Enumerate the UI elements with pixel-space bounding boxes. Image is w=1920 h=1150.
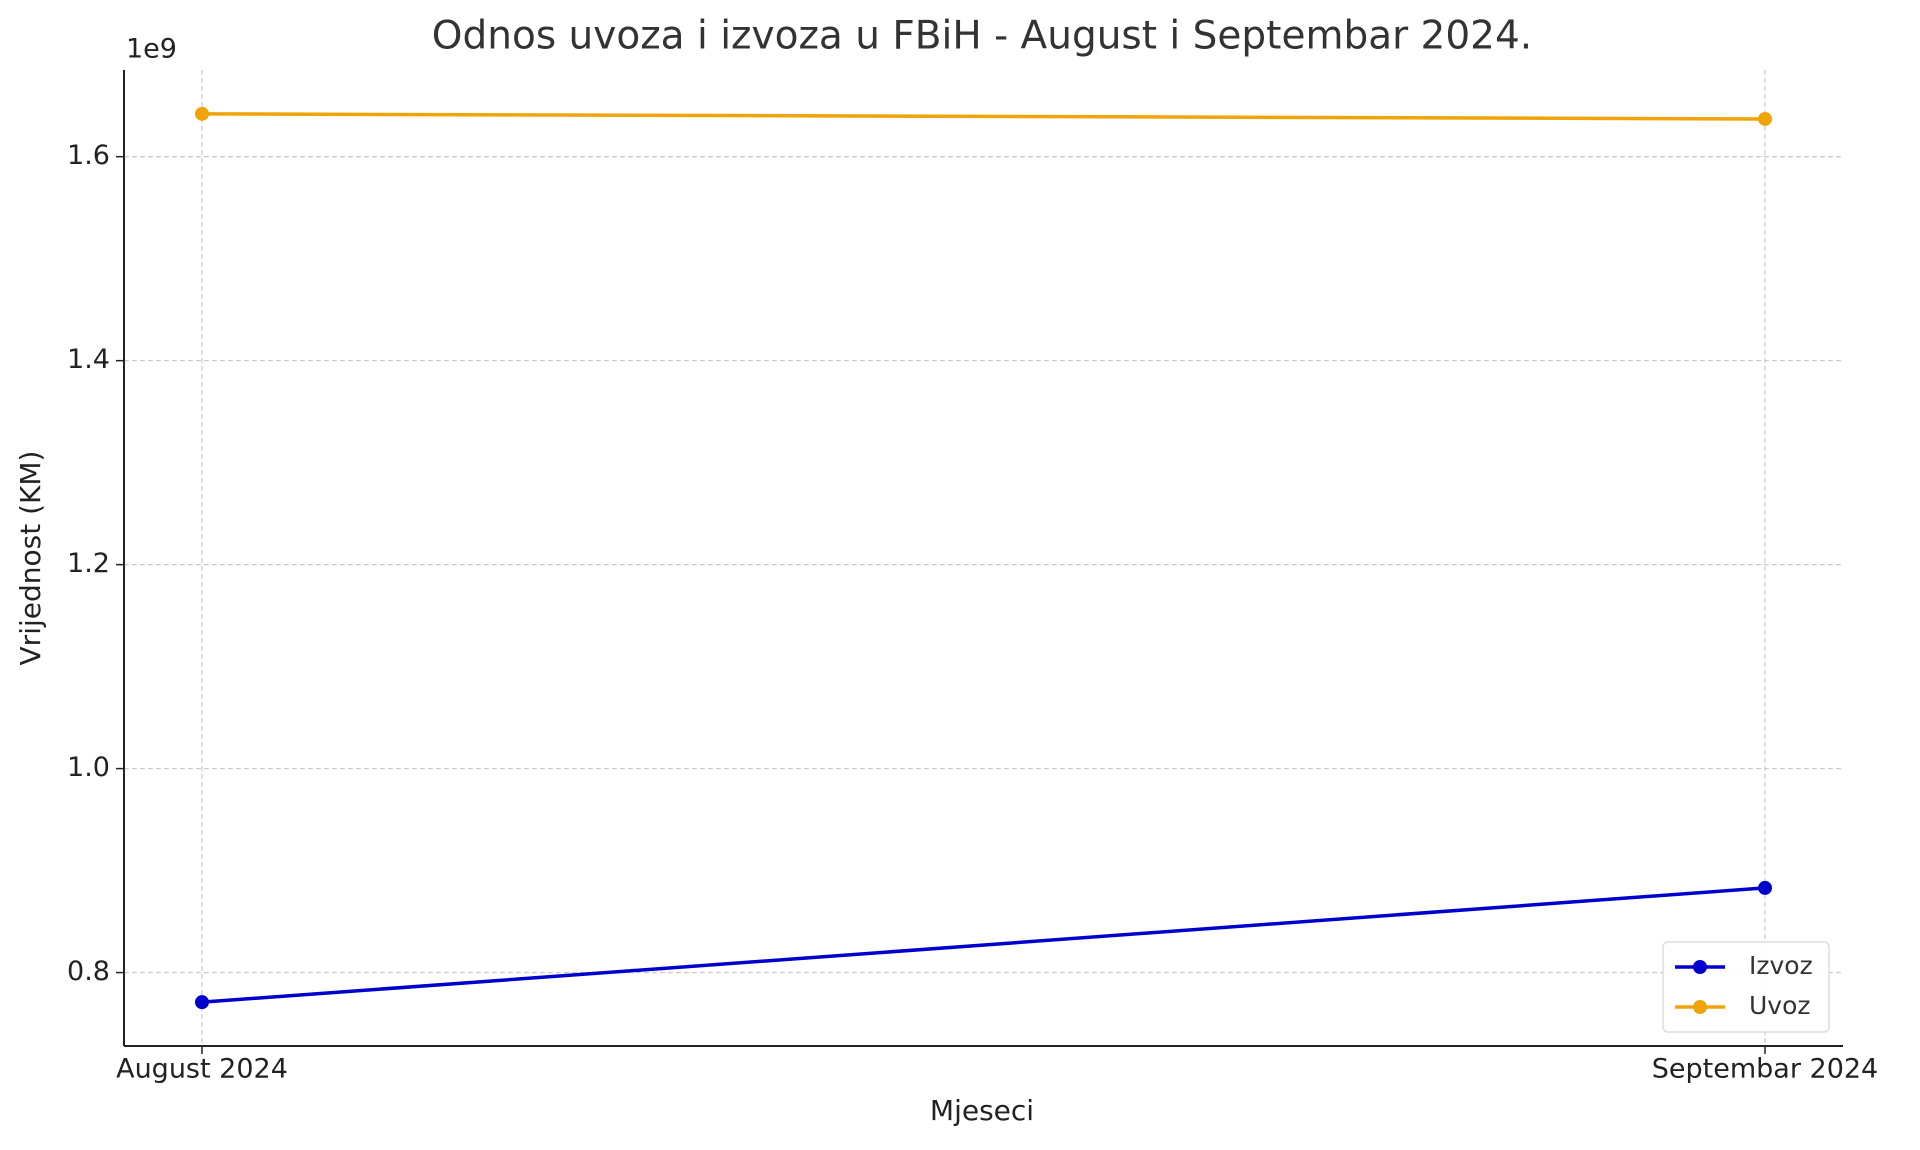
y-axis-label: Vrijednost (KM) — [14, 451, 47, 666]
legend-label: Izvoz — [1749, 951, 1813, 980]
series-line — [201, 112, 1766, 121]
x-axis-label: Mjeseci — [930, 1094, 1034, 1127]
y-tick-label: 1.0 — [67, 752, 110, 783]
chart-title: Odnos uvoza i izvoza u FBiH - August i S… — [432, 14, 1532, 59]
point — [195, 995, 209, 1010]
y-tick-label: 1.6 — [67, 140, 110, 171]
legend-marker — [1693, 1000, 1707, 1014]
x-tick-label: August 2024 — [116, 1054, 288, 1085]
y-tick-label: 0.8 — [67, 956, 110, 987]
legend-label: Uvoz — [1749, 991, 1811, 1020]
point — [1758, 111, 1772, 126]
y-tick-label: 1.2 — [67, 548, 110, 579]
series-line — [201, 886, 1766, 1004]
legend-marker — [1693, 960, 1707, 974]
x-tick-label: Septembar 2024 — [1652, 1054, 1878, 1085]
point — [1758, 880, 1772, 895]
y-tick-label: 1.4 — [67, 344, 110, 375]
y-offset-label: 1e9 — [126, 34, 177, 65]
point — [195, 106, 209, 121]
